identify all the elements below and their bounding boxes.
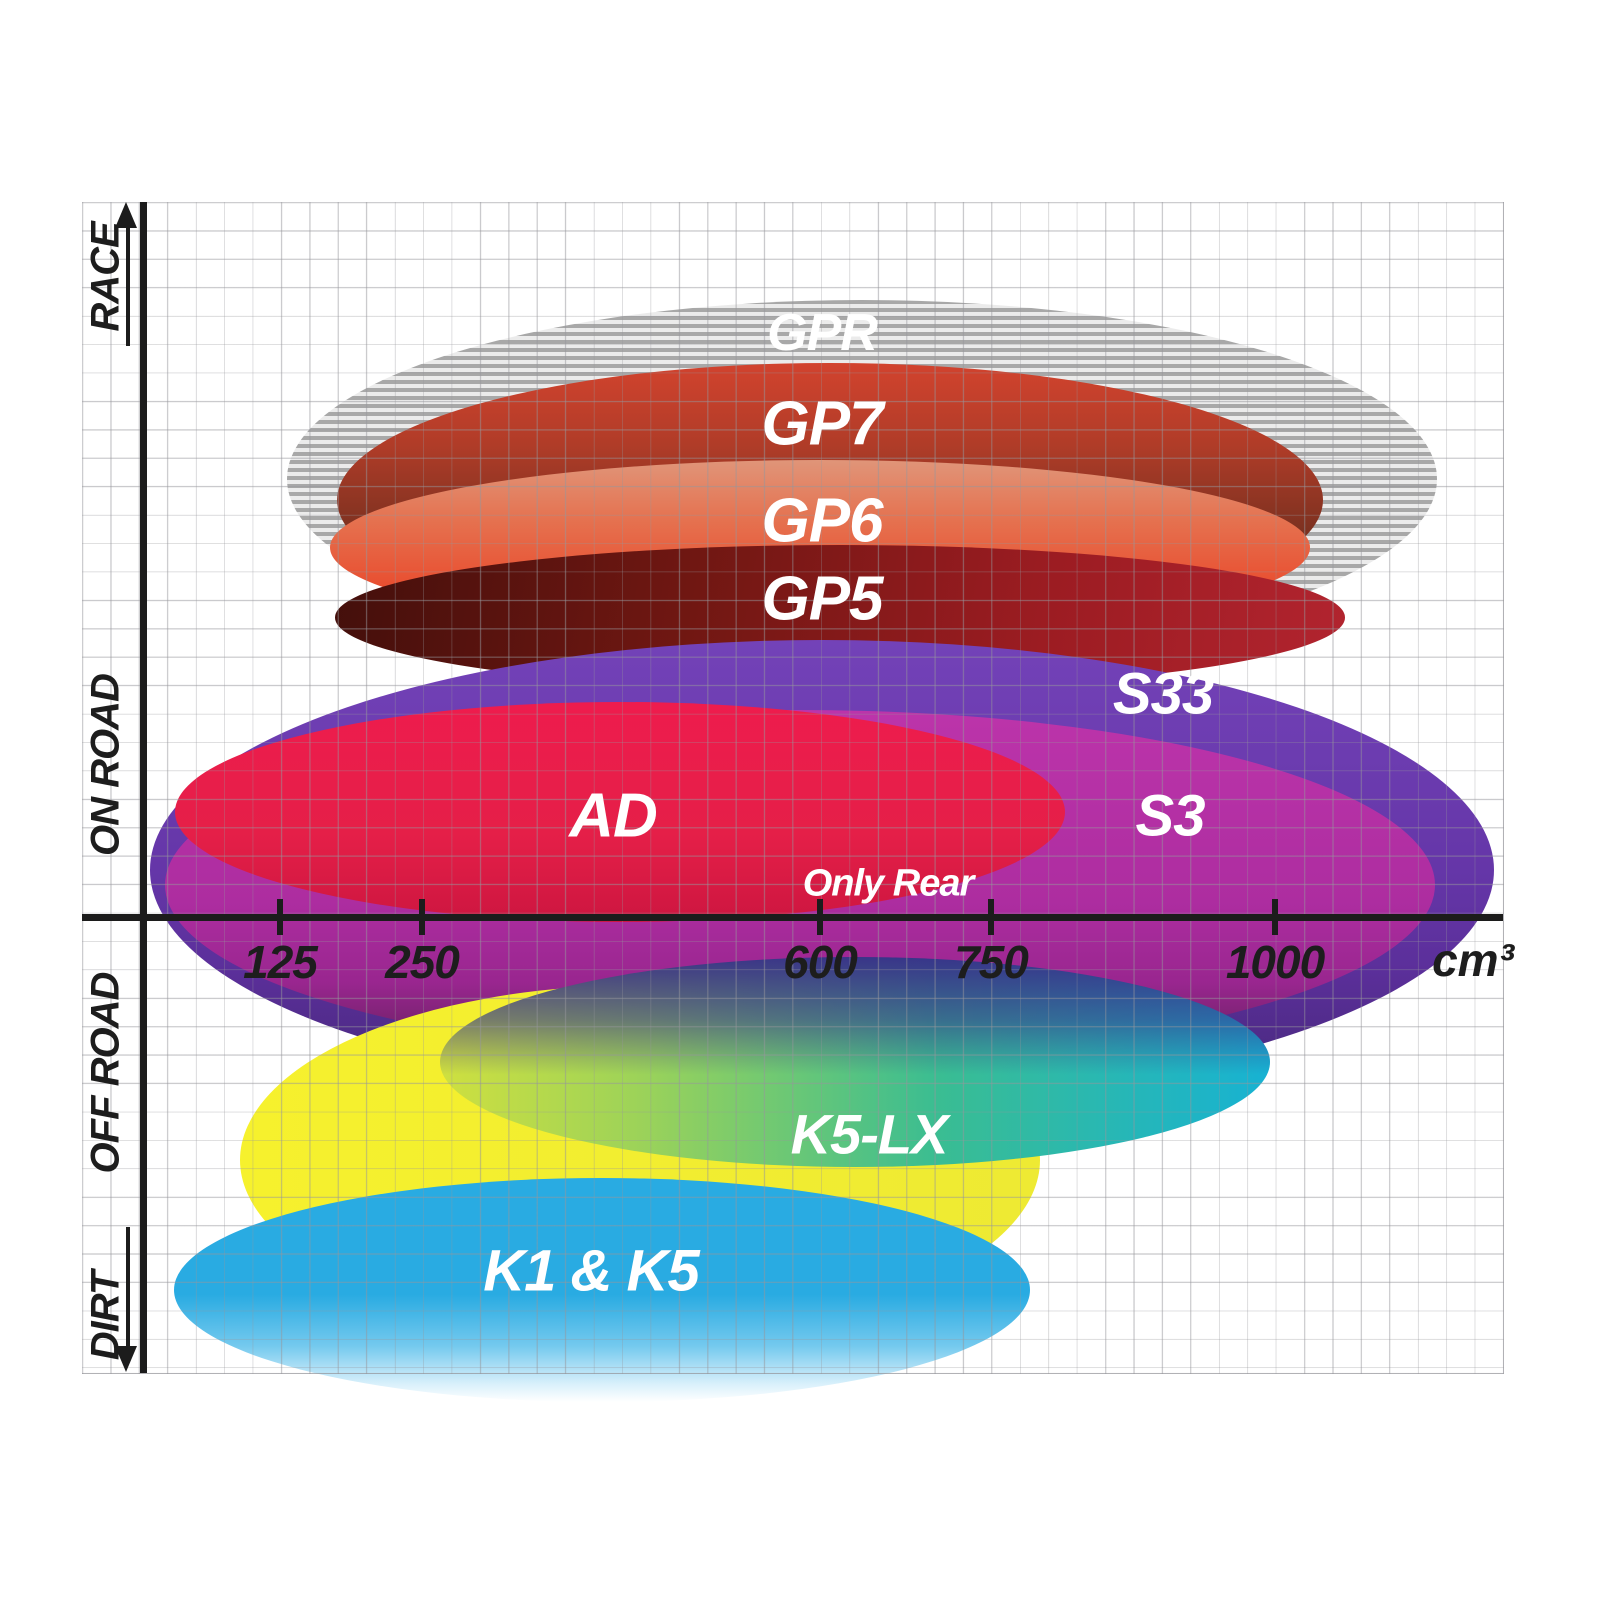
y-label-race: RACE [83, 222, 128, 332]
region-label-s33: S33 [1112, 661, 1214, 727]
x-tick-1000 [1272, 899, 1278, 935]
region-label-k1k5: K1 & K5 [483, 1238, 699, 1304]
x-axis-unit-label: cm³ [1432, 934, 1514, 986]
x-tick-125 [277, 899, 283, 935]
region-label-ad: AD [569, 781, 658, 851]
region-label-s3: S3 [1135, 783, 1206, 849]
race-up-arrow-line [126, 226, 130, 346]
x-tick-label-250: 250 [385, 936, 460, 988]
dirt-down-arrow-line [126, 1227, 130, 1347]
race-up-arrow-icon [115, 202, 137, 228]
x-tick-250 [419, 899, 425, 935]
y-label-on-road: ON ROAD [83, 674, 128, 856]
region-label-k5lx: K5-LX [790, 1102, 949, 1166]
x-tick-label-1000: 1000 [1225, 936, 1325, 988]
x-axis-line [82, 914, 1503, 921]
region-label-gp6: GP6 [761, 486, 883, 556]
dirt-down-arrow-icon [115, 1346, 137, 1372]
y-axis-line [140, 202, 147, 1373]
only-rear-annotation: Only Rear [802, 862, 975, 905]
y-label-off-road: OFF ROAD [83, 972, 128, 1174]
region-label-gp5: GP5 [761, 564, 883, 634]
x-tick-750 [988, 899, 994, 935]
x-tick-label-125: 125 [243, 936, 318, 988]
x-tick-label-750: 750 [954, 936, 1029, 988]
region-label-gpr: GPR [767, 304, 878, 362]
region-label-gp7: GP7 [761, 389, 883, 459]
x-tick-label-600: 600 [783, 936, 858, 988]
